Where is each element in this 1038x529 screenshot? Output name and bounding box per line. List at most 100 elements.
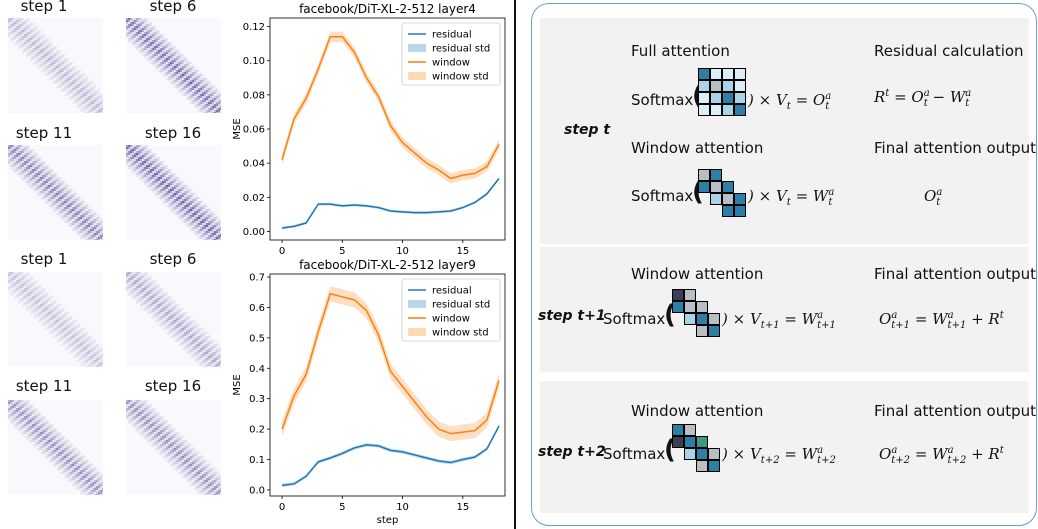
legend-band-swatch bbox=[408, 72, 426, 80]
eq-window-t2: ) × Vt+2 = Wat+2 bbox=[722, 445, 836, 466]
step-t1-box bbox=[540, 247, 1029, 372]
heatmap-bottom-step6 bbox=[126, 272, 221, 367]
final-output-t: Oat bbox=[924, 187, 943, 208]
y-tick-label: 0.10 bbox=[243, 56, 265, 67]
attention-cell bbox=[696, 448, 708, 460]
attention-cell bbox=[708, 325, 720, 337]
heatmap-top-step16 bbox=[126, 145, 221, 240]
attention-cell bbox=[710, 193, 722, 205]
series-line bbox=[281, 36, 500, 180]
heatmap-label-top-6: step 6 bbox=[149, 0, 197, 15]
residual-equation: Rt = Oat − Wat bbox=[874, 88, 971, 109]
legend-label: window std bbox=[432, 72, 489, 83]
chart-layer4: facebook/DiT-XL-2-512 layer4 0.00 0.02 0.04… bbox=[232, 2, 506, 257]
rhs: = W bbox=[779, 310, 818, 328]
heatmap-bottom-step16 bbox=[126, 400, 221, 495]
legend-label: residual bbox=[432, 286, 472, 297]
final-output-title-t2: Final attention output bbox=[874, 402, 1037, 420]
heatmap-cells bbox=[126, 145, 221, 240]
heatmap-label-bottom-16: step 16 bbox=[144, 377, 202, 395]
legend-label: residual std bbox=[432, 44, 490, 55]
attention-cell bbox=[672, 289, 684, 301]
heatmap-bg bbox=[8, 272, 103, 367]
y-axis-label: MSE bbox=[232, 118, 243, 139]
y-axis-label: MSE bbox=[232, 374, 243, 395]
attention-cell bbox=[698, 104, 710, 116]
eq-rhs-w: = W bbox=[790, 187, 829, 205]
fo-sup: a bbox=[891, 310, 898, 321]
y-tick-label: 0.02 bbox=[243, 193, 265, 204]
heatmap-label-bottom-6: step 6 bbox=[149, 250, 197, 268]
series-line bbox=[281, 178, 500, 229]
y-tick-label: 0.6 bbox=[249, 303, 265, 314]
final-o: O bbox=[924, 187, 937, 205]
attention-cell bbox=[710, 169, 722, 181]
residual-calc-title: Residual calculation bbox=[874, 42, 1024, 60]
lhs2-sub: t+2 bbox=[760, 455, 780, 466]
attention-cell bbox=[698, 92, 710, 104]
rhs2: = W bbox=[779, 445, 818, 463]
heatmap-label-top-16: step 16 bbox=[144, 124, 202, 142]
x-tick-label: 5 bbox=[339, 246, 345, 257]
series-std-band bbox=[282, 31, 499, 184]
attention-cell bbox=[722, 92, 734, 104]
fmid2: = W bbox=[910, 445, 948, 463]
heatmap-cells bbox=[8, 145, 103, 240]
paren-open-t1: ( bbox=[692, 83, 704, 109]
divider bbox=[514, 0, 516, 529]
y-tick-label: 0.5 bbox=[249, 333, 265, 344]
lhs: ) × V bbox=[722, 310, 761, 328]
x-tick-label: 0 bbox=[279, 502, 285, 513]
attention-cell bbox=[722, 80, 734, 92]
attention-cell bbox=[672, 301, 684, 313]
paren-close-w: ) × V bbox=[748, 187, 787, 205]
y-tick-label: 0.1 bbox=[249, 455, 265, 466]
x-tick-label: 10 bbox=[396, 502, 409, 513]
attention-cell bbox=[722, 181, 734, 193]
softmax-label-t1: Softmax bbox=[631, 91, 694, 109]
attention-cell bbox=[696, 460, 708, 472]
chart-title: facebook/DiT-XL-2-512 layer9 bbox=[299, 258, 476, 272]
fmid2-sup: a bbox=[947, 445, 954, 456]
y-tick-label: 0.4 bbox=[249, 364, 265, 375]
heatmap-bg bbox=[126, 272, 221, 367]
attention-cell bbox=[708, 448, 720, 460]
step-t2-label: step t+2 bbox=[538, 444, 606, 460]
x-tick-label: 15 bbox=[456, 246, 469, 257]
final-sup: a bbox=[936, 187, 943, 198]
rhs-sup: a bbox=[817, 310, 824, 321]
attention-cell bbox=[710, 104, 722, 116]
softmax-label-t2b: Softmax bbox=[603, 445, 666, 463]
attention-cell bbox=[684, 301, 696, 313]
heatmap-bg bbox=[126, 400, 221, 495]
rhs2-sup: a bbox=[817, 445, 824, 456]
legend-band-swatch bbox=[408, 328, 426, 336]
legend-label: window bbox=[432, 314, 470, 325]
heatmap-cells bbox=[8, 272, 103, 367]
heatmap-cells bbox=[126, 400, 221, 495]
x-tick-label: 15 bbox=[456, 502, 469, 513]
attention-cell bbox=[698, 181, 710, 193]
rhs2-sub: t+2 bbox=[817, 455, 836, 466]
res-minus: − W bbox=[927, 88, 966, 106]
eq-window-t1: ) × Vt+1 = Wat+1 bbox=[722, 310, 836, 331]
attention-cell bbox=[734, 68, 746, 80]
window-attention-title-t2: Window attention bbox=[631, 402, 764, 420]
attention-cell bbox=[672, 436, 684, 448]
res-sup2: a bbox=[923, 88, 930, 99]
attention-cell bbox=[710, 92, 722, 104]
final-output-title-t: Final attention output bbox=[874, 139, 1037, 157]
fo-sub: t+1 bbox=[891, 320, 911, 331]
attention-cell bbox=[698, 169, 710, 181]
diagram-panel: step t Full attention Residual calculati… bbox=[531, 3, 1037, 526]
lhs2: ) × V bbox=[722, 445, 761, 463]
heatmap-cells bbox=[126, 272, 221, 367]
paren-open-t1b: ( bbox=[664, 300, 676, 330]
x-tick-label: 0 bbox=[279, 246, 285, 257]
attention-cell bbox=[710, 181, 722, 193]
fplus: + R bbox=[966, 310, 1000, 328]
final-output-eq-t2: Oat+2 = Wat+2 + Rt bbox=[879, 445, 1004, 466]
y-tick-label: 0.0 bbox=[249, 485, 265, 496]
x-tick-label: 10 bbox=[396, 246, 409, 257]
legend-label: window bbox=[432, 58, 470, 69]
